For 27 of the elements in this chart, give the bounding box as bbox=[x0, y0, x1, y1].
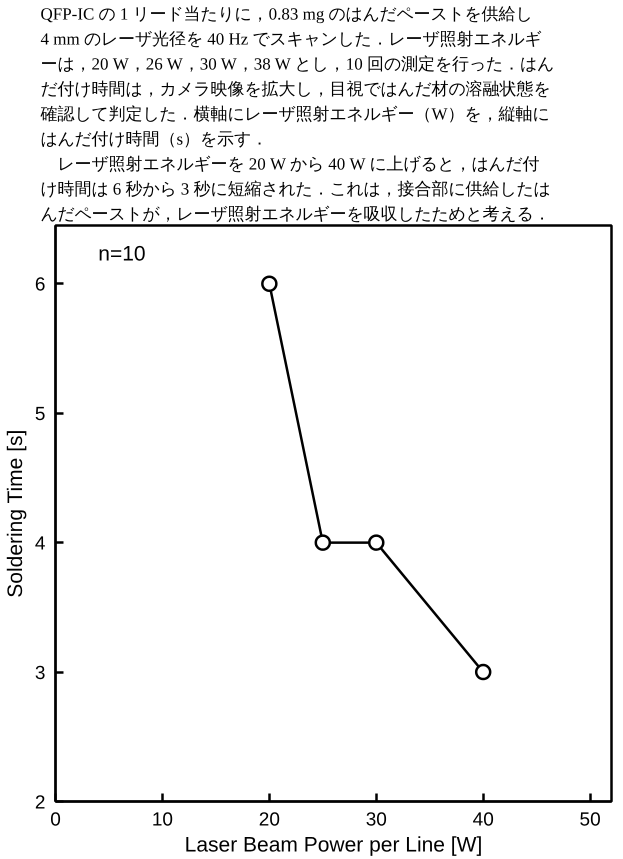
point bbox=[261, 276, 278, 292]
x-axis-title: Laser Beam Power per Line [W] bbox=[184, 834, 482, 856]
point bbox=[474, 664, 492, 680]
y-tick-label: 3 bbox=[34, 663, 46, 684]
text: はんだ付け時間（s）を示す． bbox=[40, 130, 268, 148]
text: んだペーストが，レーザ照射エネルギーを吸収したためと考える． bbox=[40, 204, 550, 224]
point bbox=[368, 534, 385, 551]
x-tick-label: 0 bbox=[50, 810, 61, 830]
text: 確認して判定した．横軸にレーザ照射エネルギー（W）を，縦軸に bbox=[40, 104, 550, 124]
y-tick-label: 5 bbox=[34, 404, 46, 426]
y-tick-label: 4 bbox=[34, 534, 46, 555]
text: QFP-IC の 1 リード当たりに，0.83 mg のはんだペーストを供給し bbox=[40, 4, 533, 24]
y-tick-label: 6 bbox=[34, 274, 46, 296]
x-tick-label: 20 bbox=[258, 810, 280, 830]
x-tick-label: 30 bbox=[366, 810, 387, 830]
text: レーザ照射エネルギーを 20 W から 40 W に上げると，はんだ付 bbox=[40, 154, 540, 174]
y-axis-title: Soldering Time [s] bbox=[4, 430, 27, 598]
text: 4 mm のレーザ光径を 40 Hz でスキャンした．レーザ照射エネルギ bbox=[40, 30, 542, 48]
text: け時間は 6 秒から 3 秒に短縮された．これは，接合部に供給したは bbox=[40, 180, 550, 198]
text: ーは，20 W，26 W，30 W，38 W とし，10 回の測定を行った．はん bbox=[40, 54, 554, 74]
annotation: n=10 bbox=[98, 242, 146, 266]
y-tick-label: 2 bbox=[34, 792, 46, 814]
text: だ付け時間は，カメラ映像を拡大し，目視ではんだ材の溶融状態を bbox=[40, 80, 550, 98]
x-tick-label: 40 bbox=[472, 810, 494, 830]
point bbox=[314, 534, 332, 551]
x-tick-label: 10 bbox=[152, 810, 173, 830]
x-tick-label: 50 bbox=[580, 810, 601, 830]
